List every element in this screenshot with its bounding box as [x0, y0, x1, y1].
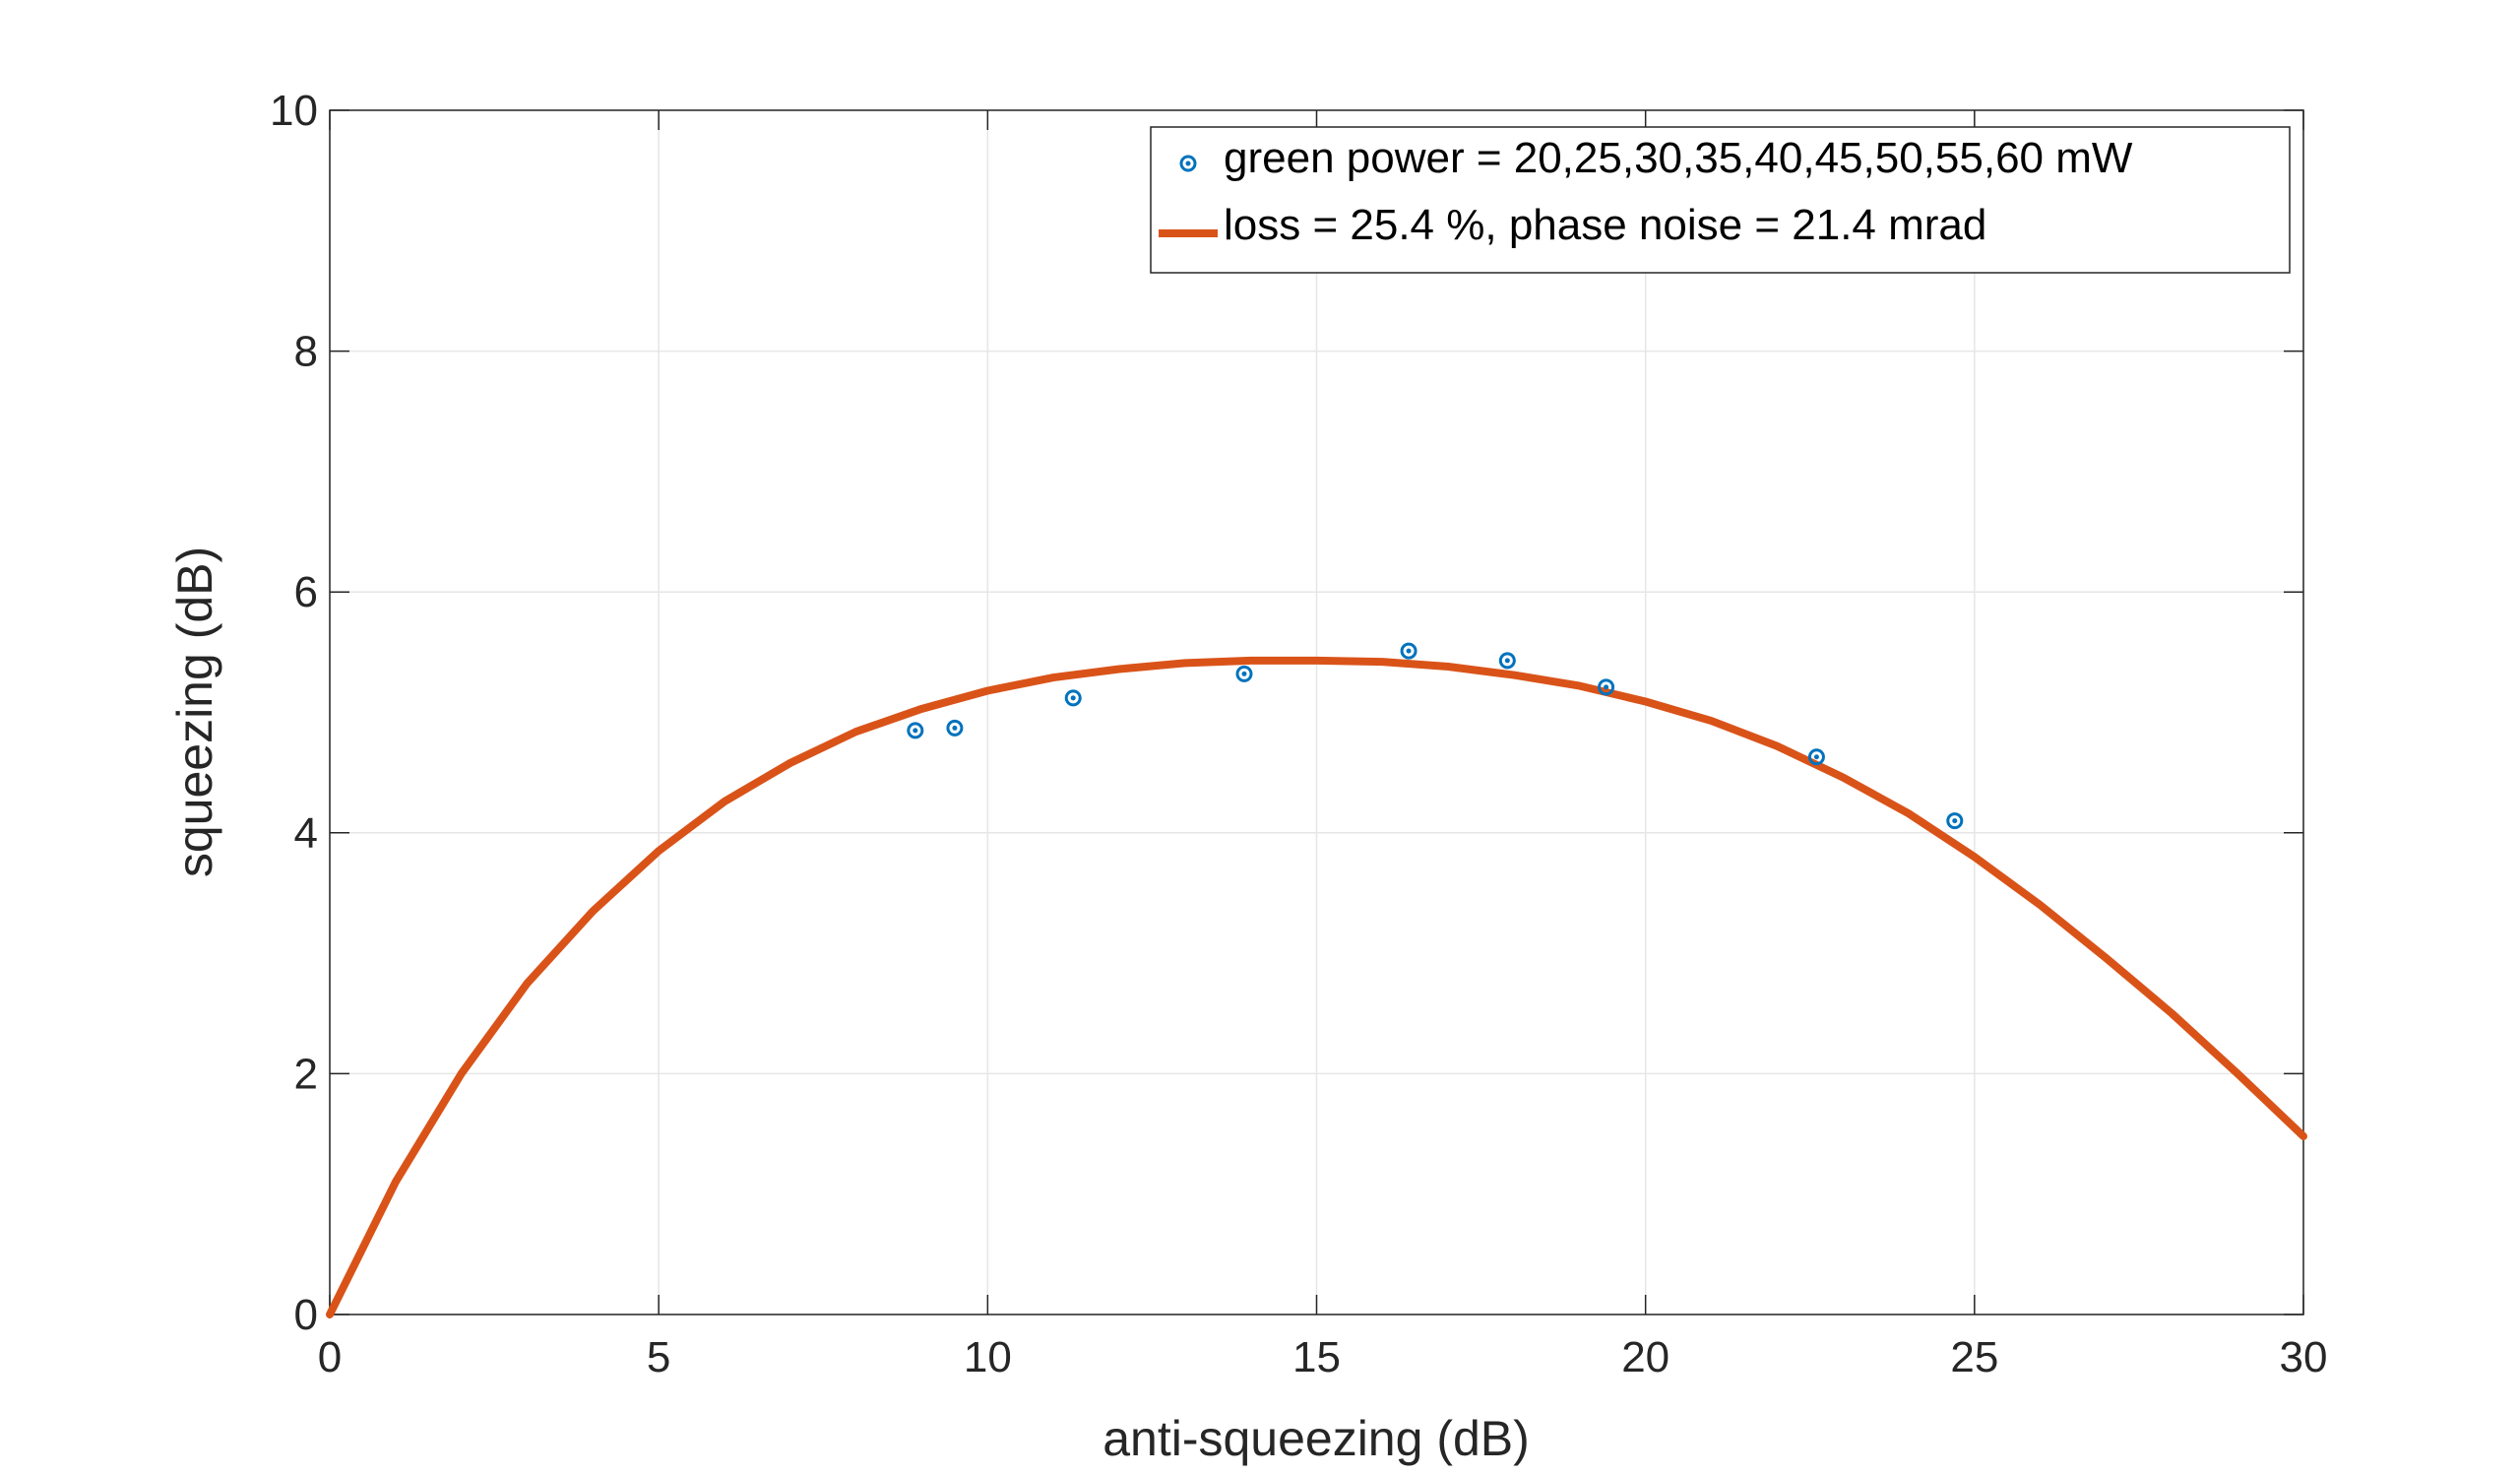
data-point [946, 719, 964, 737]
legend: green power = 20,25,30,35,40,45,50,55,60… [1150, 126, 2291, 274]
data-point [1400, 642, 1418, 660]
data-series [326, 642, 2307, 1318]
data-point [1235, 665, 1253, 682]
data-point [1498, 652, 1516, 670]
x-tick-label: 30 [2280, 1333, 2328, 1381]
y-tick-label: 4 [294, 809, 318, 858]
legend-label-scatter: green power = 20,25,30,35,40,45,50,55,60… [1224, 134, 2133, 182]
x-tick-label: 15 [1292, 1333, 1341, 1381]
x-tick-label: 10 [964, 1333, 1012, 1381]
data-point [1807, 748, 1825, 766]
y-axis-label: squeezing (dB) [167, 546, 222, 877]
data-point [1064, 689, 1082, 707]
legend-marker-scatter [1179, 155, 1197, 172]
y-tick-label: 2 [294, 1050, 318, 1098]
data-point [907, 722, 924, 739]
x-tick-label: 0 [318, 1333, 342, 1381]
fit-curve [326, 656, 2307, 1318]
y-tick-label: 0 [294, 1291, 318, 1339]
x-axis-label: anti-squeezing (dB) [1102, 1411, 1530, 1466]
data-point [1598, 678, 1615, 696]
legend-label-line: loss = 25.4 %, phase noise = 21.4 mrad [1224, 201, 1986, 249]
y-tick-label: 10 [270, 87, 318, 135]
x-tick-label: 25 [1950, 1333, 1998, 1381]
x-tick-label: 5 [647, 1333, 670, 1381]
y-tick-label: 6 [294, 568, 318, 616]
tick-labels: 0 5 10 15 20 25 30 0 2 4 6 8 10 [270, 87, 2327, 1381]
x-tick-label: 20 [1621, 1333, 1670, 1381]
data-point [1946, 812, 1964, 830]
y-tick-label: 8 [294, 328, 318, 376]
legend-box [1150, 126, 2291, 274]
